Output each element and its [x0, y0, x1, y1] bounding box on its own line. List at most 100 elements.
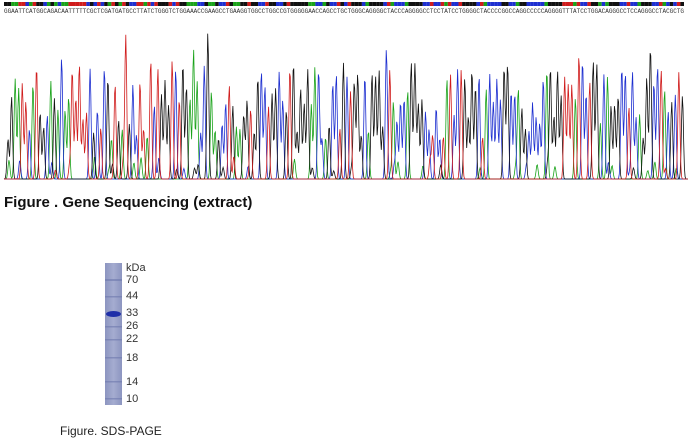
base-color — [97, 2, 101, 6]
base-color — [258, 2, 262, 6]
base-color — [43, 2, 47, 6]
base-color — [29, 2, 33, 6]
base-color — [469, 2, 473, 6]
base-color — [372, 2, 377, 6]
base-color — [61, 2, 65, 6]
base-color — [394, 2, 398, 6]
base-color — [548, 2, 552, 6]
base-color — [161, 2, 166, 6]
chromatogram: GGAATTCATGGCAGACAATTTTTCGCTCGATGATGCCTTA… — [3, 2, 688, 180]
base-color — [172, 2, 176, 6]
base-color — [293, 2, 298, 6]
base-color — [283, 2, 287, 6]
base-color — [440, 2, 445, 6]
base-color — [308, 2, 312, 6]
base-color — [608, 2, 613, 6]
base-color — [254, 2, 259, 6]
base-color — [21, 2, 26, 6]
base-color — [64, 2, 69, 6]
base-color — [655, 2, 659, 6]
base-color — [265, 2, 269, 6]
base-color — [379, 2, 384, 6]
marker-label: 70 — [126, 274, 139, 286]
base-color — [369, 2, 373, 6]
base-color — [118, 2, 123, 6]
gel-unit: kDa — [126, 262, 146, 274]
base-color — [404, 2, 409, 6]
base-color — [336, 2, 341, 6]
base-color — [365, 2, 370, 6]
base-color — [551, 2, 556, 6]
base-color — [200, 2, 205, 6]
base-color — [612, 2, 616, 6]
base-color — [89, 2, 94, 6]
base-color — [168, 2, 173, 6]
base-color — [318, 2, 323, 6]
base-color — [329, 2, 334, 6]
base-color — [590, 2, 595, 6]
base-color — [626, 2, 631, 6]
base-color — [351, 2, 355, 6]
sequence-caption: Figure . Gene Sequencing (extract) — [4, 194, 253, 211]
base-color — [630, 2, 634, 6]
base-color — [107, 2, 112, 6]
marker-label: 14 — [126, 376, 139, 388]
marker-label: 33 — [126, 307, 139, 319]
base-color — [376, 2, 380, 6]
base-color — [347, 2, 352, 6]
base-color — [558, 2, 563, 6]
base-color — [68, 2, 72, 6]
base-color — [236, 2, 241, 6]
base-color — [666, 2, 670, 6]
base-color — [537, 2, 541, 6]
base-color — [233, 2, 237, 6]
base-color — [605, 2, 609, 6]
base-color — [472, 2, 477, 6]
base-color — [114, 2, 119, 6]
base-color — [515, 2, 520, 6]
base-color — [54, 2, 58, 6]
base-color — [501, 2, 506, 6]
base-color — [143, 2, 148, 6]
base-color — [573, 2, 577, 6]
base-color — [147, 2, 151, 6]
base-color — [86, 2, 90, 6]
base-color — [601, 2, 606, 6]
base-color — [75, 2, 80, 6]
base-color — [268, 2, 273, 6]
base-color — [444, 2, 448, 6]
base-color — [18, 2, 22, 6]
base-color — [623, 2, 627, 6]
base-color — [397, 2, 402, 6]
marker-label: 22 — [126, 333, 139, 345]
base-color — [190, 2, 194, 6]
base-color — [333, 2, 337, 6]
base-color — [93, 2, 98, 6]
base-color — [215, 2, 219, 6]
base-color — [297, 2, 302, 6]
base-color — [433, 2, 438, 6]
base-color — [651, 2, 656, 6]
base-color — [619, 2, 624, 6]
base-color — [544, 2, 548, 6]
base-color — [483, 2, 488, 6]
sequence-text: GGAATTCATGGCAGACAATTTTTCGCTCGATGATGCCTTA… — [4, 8, 684, 15]
base-color — [82, 2, 87, 6]
base-color — [7, 2, 12, 6]
base-color — [125, 2, 130, 6]
base-color — [555, 2, 559, 6]
base-color — [111, 2, 115, 6]
base-color — [437, 2, 441, 6]
base-color — [565, 2, 570, 6]
base-color — [225, 2, 230, 6]
base-color — [218, 2, 223, 6]
base-color — [669, 2, 674, 6]
base-color — [680, 2, 684, 6]
base-color — [633, 2, 638, 6]
base-color — [530, 2, 534, 6]
base-color — [57, 2, 62, 6]
base-color — [315, 2, 319, 6]
base-color — [594, 2, 599, 6]
base-color — [505, 2, 509, 6]
base-color — [673, 2, 677, 6]
